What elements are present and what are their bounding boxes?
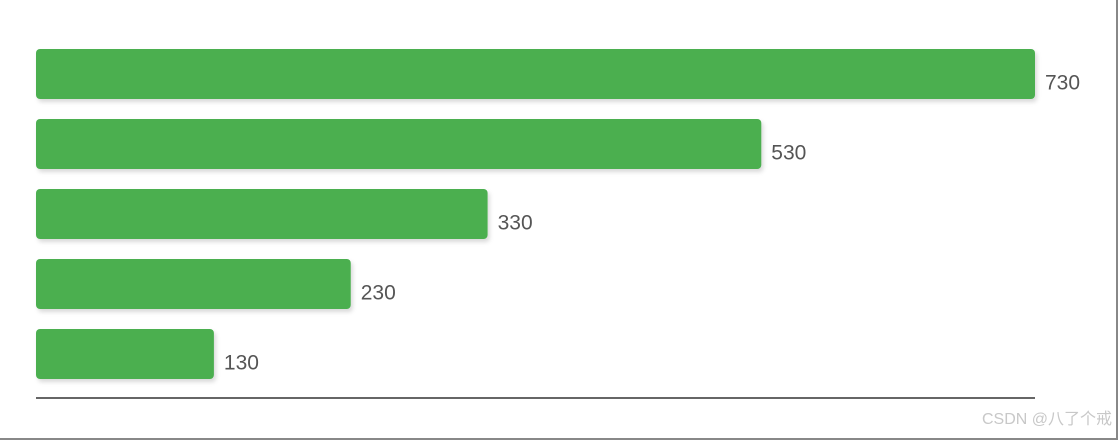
- bar: [36, 259, 351, 309]
- value-label: 230: [361, 282, 396, 305]
- bar: [36, 49, 1035, 99]
- bar: [36, 189, 488, 239]
- value-label: 130: [224, 352, 259, 375]
- value-label: 730: [1045, 72, 1080, 95]
- value-label: 530: [771, 142, 806, 165]
- watermark: CSDN @八了个戒: [982, 410, 1112, 428]
- bar: [36, 119, 762, 169]
- bar: [36, 329, 214, 379]
- value-label: 330: [498, 212, 533, 235]
